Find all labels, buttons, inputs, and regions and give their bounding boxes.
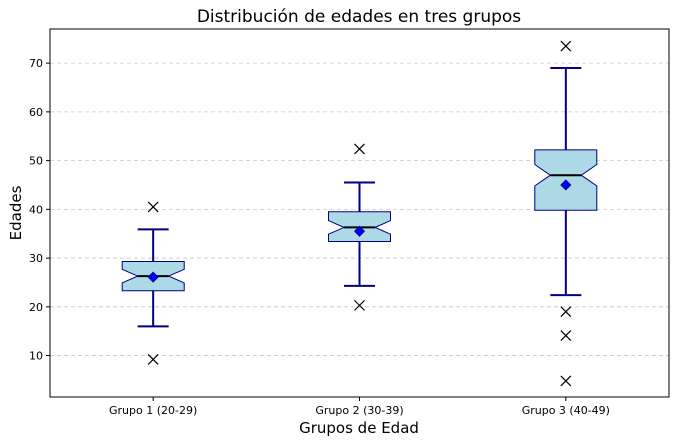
y-axis-ticks: 10 20 30 40 50 60 70: [29, 57, 50, 363]
mean-marker: [353, 225, 366, 237]
outlier-point: [147, 354, 159, 365]
x-tick-label: Grupo 3 (40-49): [522, 404, 610, 417]
y-tick-label: 60: [29, 106, 43, 119]
x-axis-label: Grupos de Edad: [299, 419, 419, 437]
outlier-point: [147, 201, 159, 213]
y-axis-label: Edades: [7, 185, 25, 240]
box-group: [121, 201, 185, 365]
outlier-point: [560, 40, 572, 52]
y-tick-label: 40: [29, 203, 43, 216]
y-tick-label: 10: [29, 350, 43, 363]
y-tick-label: 50: [29, 155, 43, 168]
outlier-point: [354, 299, 365, 311]
box-group: [328, 143, 391, 311]
mean-marker: [147, 271, 159, 283]
y-tick-label: 20: [29, 301, 43, 314]
outlier-point: [354, 143, 365, 155]
mean-marker: [560, 179, 572, 191]
x-axis-ticks: Grupo 1 (20-29) Grupo 2 (30-39) Grupo 3 (4…: [109, 397, 610, 417]
outlier-point: [560, 306, 572, 318]
chart-title: Distribución de edades en tres grupos: [197, 7, 521, 27]
x-tick-label: Grupo 1 (20-29): [109, 404, 197, 417]
box-group: [534, 40, 598, 387]
boxes-layer: [121, 40, 598, 387]
outlier-point: [560, 375, 572, 387]
x-tick-label: Grupo 2 (30-39): [315, 404, 403, 417]
y-tick-label: 30: [29, 252, 43, 265]
outlier-point: [560, 330, 572, 342]
y-tick-label: 70: [29, 57, 43, 70]
